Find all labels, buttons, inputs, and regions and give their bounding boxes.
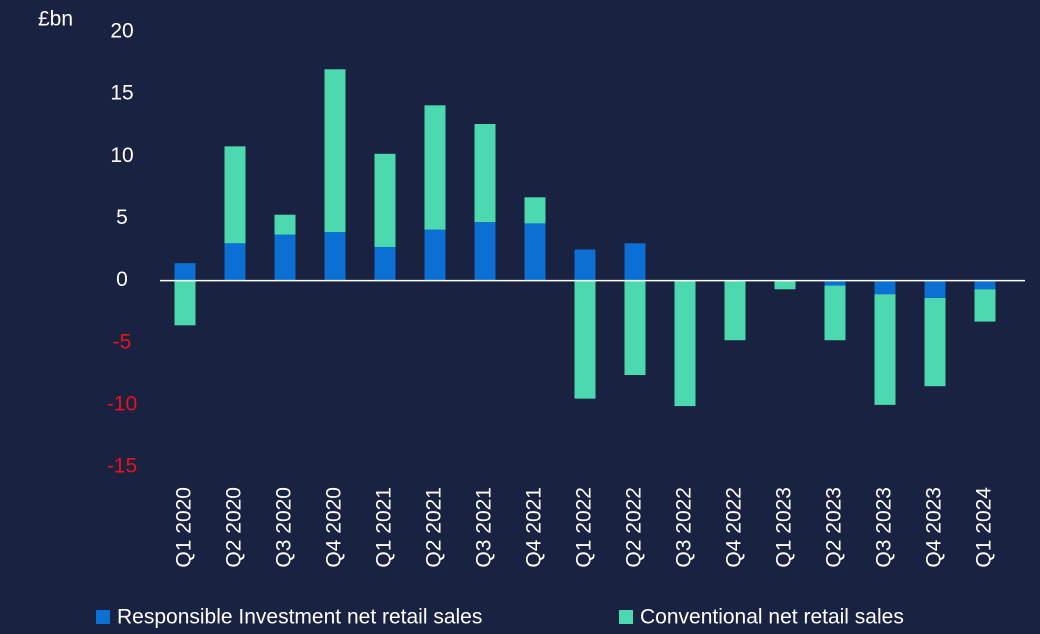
y-tick-label: 0 bbox=[116, 268, 128, 291]
bar-segment bbox=[274, 214, 296, 235]
x-tick-label: Q3 2020 bbox=[273, 487, 296, 568]
x-tick-label: Q4 2020 bbox=[323, 487, 346, 568]
bar-segment bbox=[324, 69, 346, 233]
bar-segment bbox=[374, 247, 396, 281]
bar-segment bbox=[924, 297, 946, 387]
bar-segment bbox=[474, 222, 496, 281]
bar-segment bbox=[574, 249, 596, 281]
bar-segment bbox=[824, 280, 846, 286]
bar-segment bbox=[274, 234, 296, 281]
bar-segment bbox=[824, 285, 846, 341]
bar-segment bbox=[224, 243, 246, 281]
x-tick-label: Q3 2022 bbox=[673, 487, 696, 568]
legend-swatch bbox=[619, 610, 633, 624]
y-tick-label: 15 bbox=[110, 82, 133, 105]
y-tick-label: 20 bbox=[110, 20, 133, 43]
x-tick-label: Q4 2021 bbox=[523, 487, 546, 568]
legend-label: Responsible Investment net retail sales bbox=[117, 606, 482, 629]
legend-label: Conventional net retail sales bbox=[640, 606, 904, 629]
x-tick-label: Q4 2023 bbox=[923, 487, 946, 568]
bar-segment bbox=[324, 232, 346, 281]
x-tick-label: Q2 2020 bbox=[223, 487, 246, 568]
bar-segment bbox=[724, 280, 746, 341]
bar-segment bbox=[624, 280, 646, 376]
x-tick-label: Q1 2021 bbox=[373, 487, 396, 568]
y-tick-label: -15 bbox=[107, 455, 137, 478]
bar-segment bbox=[574, 280, 596, 399]
x-tick-label: Q2 2022 bbox=[623, 487, 646, 568]
x-tick-label: Q4 2022 bbox=[723, 487, 746, 568]
x-tick-label: Q2 2021 bbox=[423, 487, 446, 568]
bar-segment bbox=[174, 280, 196, 326]
bar-segment bbox=[424, 229, 446, 281]
bar-segment bbox=[474, 123, 496, 223]
bar-segment bbox=[224, 146, 246, 244]
x-tick-label: Q1 2023 bbox=[773, 487, 796, 568]
bar-segment bbox=[374, 153, 396, 248]
x-tick-label: Q1 2024 bbox=[973, 487, 996, 568]
bar-segment bbox=[424, 105, 446, 230]
y-tick-label: 5 bbox=[116, 206, 128, 229]
bar-segment bbox=[674, 280, 696, 407]
bar-segment bbox=[874, 280, 896, 295]
x-tick-label: Q3 2023 bbox=[873, 487, 896, 568]
y-tick-label: 10 bbox=[110, 144, 133, 167]
bar-segment bbox=[924, 280, 946, 298]
x-tick-label: Q1 2022 bbox=[573, 487, 596, 568]
y-tick-label: -5 bbox=[113, 330, 132, 353]
bar-segment bbox=[524, 223, 546, 281]
bar-segment bbox=[974, 280, 996, 290]
unit-label: £bn bbox=[38, 8, 73, 31]
bar-segment bbox=[624, 243, 646, 281]
bar-segment bbox=[174, 263, 196, 281]
bar-segment bbox=[774, 280, 796, 290]
x-tick-label: Q3 2021 bbox=[473, 487, 496, 568]
y-tick-label: -10 bbox=[107, 392, 137, 415]
legend-swatch bbox=[96, 610, 110, 624]
x-tick-label: Q1 2020 bbox=[173, 487, 196, 568]
bar-segment bbox=[974, 289, 996, 322]
x-tick-label: Q2 2023 bbox=[823, 487, 846, 568]
bar-segment bbox=[524, 197, 546, 224]
bar-segment bbox=[874, 294, 896, 405]
